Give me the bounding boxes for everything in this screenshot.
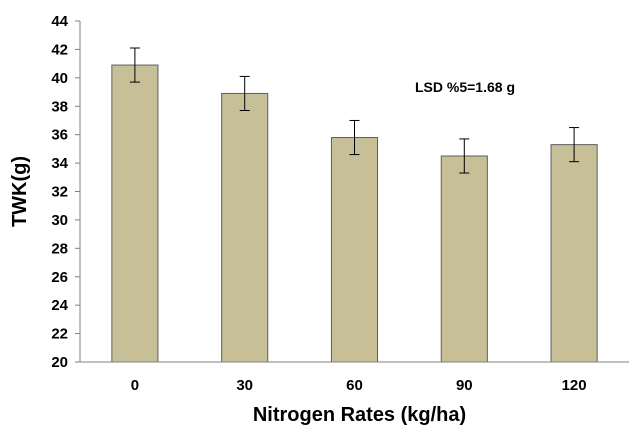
y-tick-label: 40 <box>51 70 68 87</box>
y-tick-label: 28 <box>51 240 68 257</box>
y-tick-label: 30 <box>51 212 68 229</box>
error-bars-layer <box>129 47 580 174</box>
bar-30 <box>221 92 269 363</box>
x-tick-label: 30 <box>236 377 253 394</box>
y-tick-label: 32 <box>51 184 68 201</box>
bars-layer <box>111 64 598 363</box>
x-tick-label: 0 <box>131 377 139 394</box>
y-tick-label: 34 <box>51 155 68 172</box>
error-bar-120 <box>569 127 580 163</box>
bar-120 <box>550 144 598 363</box>
y-tick-label: 24 <box>51 297 68 314</box>
x-tick-label: 90 <box>456 377 473 394</box>
error-bar-0 <box>129 47 140 83</box>
y-ticks-layer: 20 22 24 26 28 30 32 34 36 38 40 42 44 <box>51 13 80 371</box>
x-tick-label: 120 <box>562 377 587 394</box>
error-bar-30 <box>239 75 250 112</box>
y-tick-label: 26 <box>51 269 68 286</box>
y-tick-label: 38 <box>51 98 68 115</box>
y-tick-label: 42 <box>51 41 68 58</box>
y-axis-title: TWK(g) <box>9 156 31 227</box>
bar-90 <box>440 155 488 363</box>
y-tick-label: 36 <box>51 127 68 144</box>
error-bar-90 <box>459 138 470 174</box>
error-bar-60 <box>349 119 360 156</box>
x-tick-label: 60 <box>346 377 363 394</box>
lsd-annotation: LSD %5=1.68 g <box>415 79 515 95</box>
y-tick-label: 22 <box>51 326 68 343</box>
x-ticks-layer: 0 30 60 90 120 <box>131 377 587 394</box>
y-tick-label: 20 <box>51 354 68 371</box>
x-axis-title: Nitrogen Rates (kg/ha) <box>253 404 466 426</box>
bar-0 <box>111 64 159 363</box>
bar-60 <box>330 137 379 363</box>
y-tick-label: 44 <box>51 13 68 30</box>
